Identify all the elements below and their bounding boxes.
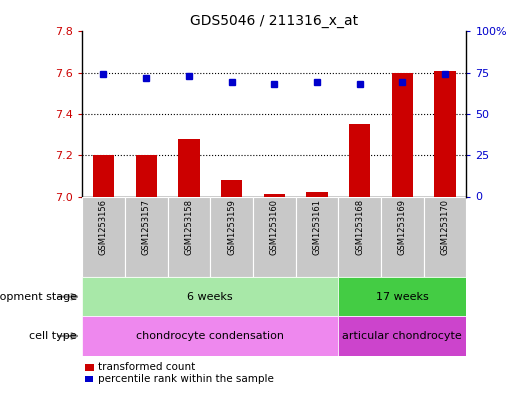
Text: 6 weeks: 6 weeks: [188, 292, 233, 302]
Bar: [296, 196, 338, 277]
Text: GSM1253159: GSM1253159: [227, 199, 236, 255]
Bar: [392, 73, 413, 196]
Text: GSM1253160: GSM1253160: [270, 199, 279, 255]
Bar: [338, 277, 466, 316]
Text: GSM1253169: GSM1253169: [398, 199, 407, 255]
Bar: [167, 196, 210, 277]
Text: GSM1253156: GSM1253156: [99, 199, 108, 255]
Bar: [435, 71, 456, 196]
Text: GSM1253158: GSM1253158: [184, 199, 193, 255]
Bar: [136, 155, 157, 196]
Text: chondrocyte condensation: chondrocyte condensation: [136, 331, 284, 341]
Bar: [93, 155, 114, 196]
Bar: [423, 196, 466, 277]
Bar: [82, 196, 125, 277]
Bar: [338, 196, 381, 277]
Text: GSM1253168: GSM1253168: [355, 199, 364, 255]
Text: transformed count: transformed count: [98, 362, 195, 373]
Text: cell type: cell type: [29, 331, 77, 341]
Title: GDS5046 / 211316_x_at: GDS5046 / 211316_x_at: [190, 14, 358, 28]
Text: GSM1253170: GSM1253170: [440, 199, 449, 255]
Text: articular chondrocyte: articular chondrocyte: [342, 331, 462, 341]
Bar: [82, 277, 338, 316]
Bar: [221, 180, 242, 196]
Text: 17 weeks: 17 weeks: [376, 292, 429, 302]
Bar: [178, 139, 200, 196]
Text: percentile rank within the sample: percentile rank within the sample: [98, 374, 274, 384]
Text: GSM1253161: GSM1253161: [313, 199, 322, 255]
Text: development stage: development stage: [0, 292, 77, 302]
Bar: [381, 196, 423, 277]
Bar: [349, 124, 370, 196]
Bar: [125, 196, 167, 277]
Text: GSM1253157: GSM1253157: [142, 199, 151, 255]
Bar: [263, 195, 285, 196]
Bar: [306, 193, 328, 196]
Bar: [338, 316, 466, 356]
Bar: [210, 196, 253, 277]
Bar: [82, 316, 338, 356]
Bar: [253, 196, 296, 277]
